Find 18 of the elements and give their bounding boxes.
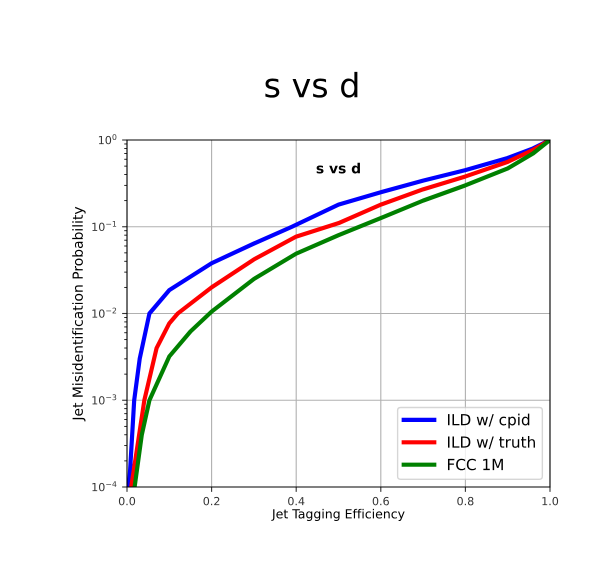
y-tick-label: 10$^{−4}$ (92, 481, 116, 492)
y-tick-label: 10$^{−3}$ (92, 394, 116, 405)
chart-title: s vs d (265, 72, 358, 98)
text: s vs d (316, 162, 360, 174)
legend-label: FCC 1M (448, 458, 503, 470)
legend-label: ILD w/ truth (448, 436, 535, 450)
x-tick-label: 1.0 (542, 496, 558, 506)
x-tick-label: 0.0 (118, 496, 136, 506)
y-tick-label: 10$^{−1}$ (92, 220, 116, 232)
x-tick-label: 0.6 (372, 496, 389, 506)
x-tick-label: 0.8 (457, 496, 474, 506)
y-tick-label: 10$^{0}$ (98, 134, 116, 144)
y-tick-label: 10$^{−2}$ (92, 308, 116, 318)
x-tick-label: 0.4 (288, 496, 304, 506)
x-tick-label: 0.2 (204, 496, 220, 506)
x-axis-title: Jet Tagging Efficiency (271, 508, 405, 521)
legend-label: ILD w/ cpid (448, 414, 530, 428)
y-axis-title: Jet Misidentification Probability (72, 206, 86, 422)
